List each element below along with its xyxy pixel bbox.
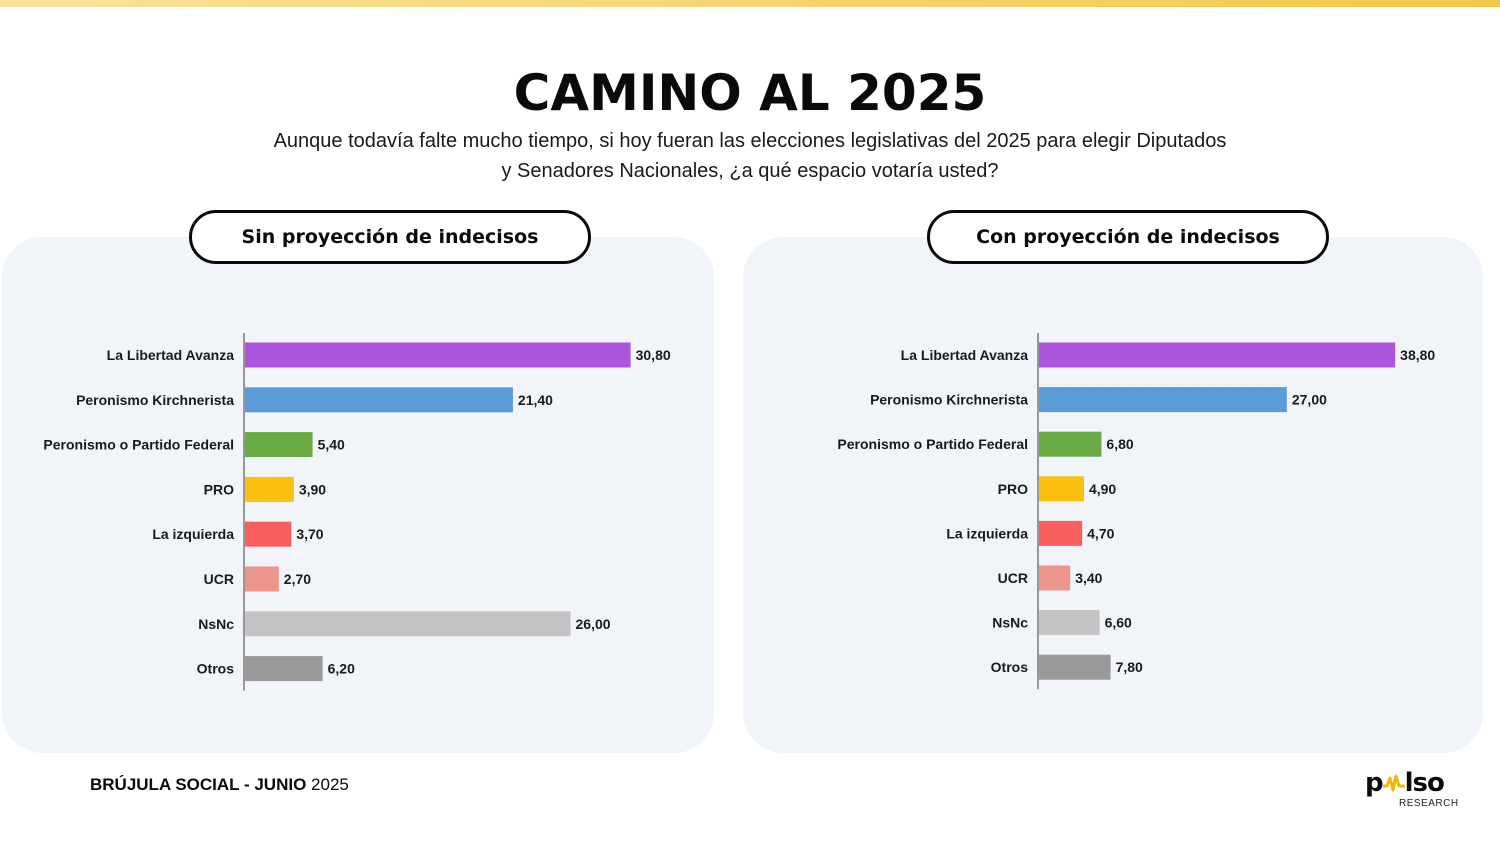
category-label: NsNc: [198, 616, 234, 632]
category-label: PRO: [204, 481, 234, 497]
bar: [245, 432, 313, 458]
bar: [1039, 610, 1100, 636]
footer-source: BRÚJULA SOCIAL - JUNIO 2025: [90, 775, 349, 795]
data-label: 4,90: [1089, 481, 1116, 497]
data-label: 6,60: [1105, 615, 1132, 631]
bar: [245, 611, 571, 637]
data-label: 30,80: [636, 347, 671, 363]
data-label: 2,70: [284, 571, 311, 587]
data-label: 7,80: [1116, 659, 1143, 675]
category-label: UCR: [204, 571, 234, 587]
category-label: Peronismo o Partido Federal: [837, 436, 1028, 452]
category-label: Peronismo o Partido Federal: [43, 437, 234, 453]
category-label: La izquierda: [152, 526, 234, 542]
logo-subtitle: RESEARCH: [1399, 798, 1459, 809]
data-label: 3,70: [296, 526, 323, 542]
bar: [1039, 387, 1287, 413]
bar: [1039, 431, 1102, 457]
logo-wordmark: p lso: [1365, 768, 1445, 798]
category-label: Otros: [197, 661, 235, 677]
category-label: PRO: [998, 481, 1028, 497]
subtitle-line-2: y Senadores Nacionales, ¿a qué espacio v…: [501, 160, 999, 182]
data-label: 3,90: [299, 481, 326, 497]
data-label: 6,20: [328, 661, 355, 677]
bar: [1039, 565, 1071, 591]
category-label: La izquierda: [946, 525, 1028, 541]
data-label: 21,40: [518, 392, 553, 408]
bar: [245, 476, 294, 502]
category-label: Peronismo Kirchnerista: [76, 392, 234, 408]
chart-title-right: Con proyección de indecisos: [927, 210, 1329, 264]
bar: [245, 342, 631, 368]
bar: [245, 566, 279, 592]
category-label: La Libertad Avanza: [901, 347, 1029, 363]
data-label: 4,70: [1087, 525, 1114, 541]
bar: [1039, 476, 1084, 502]
data-label: 5,40: [318, 437, 345, 453]
bar: [245, 521, 292, 547]
bar-chart-left: La Libertad Avanza 30,80 Peronismo Kirchne…: [43, 333, 671, 691]
bar: [1039, 654, 1111, 680]
category-label: Peronismo Kirchnerista: [870, 392, 1028, 408]
chart-title-left: Sin proyección de indecisos: [189, 210, 591, 264]
footer-source-year: 2025: [311, 775, 349, 794]
category-label: NsNc: [992, 615, 1028, 631]
page-subtitle: Aunque todavía falte mucho tiempo, si ho…: [150, 126, 1350, 186]
logo-text-start: p: [1365, 768, 1384, 798]
bar: [245, 656, 323, 682]
data-label: 27,00: [1292, 392, 1327, 408]
top-accent-stripe: [0, 0, 1500, 7]
category-label: UCR: [998, 570, 1028, 586]
data-label: 26,00: [576, 616, 611, 632]
data-label: 3,40: [1075, 570, 1102, 586]
chart-panel-right: [743, 237, 1483, 753]
category-label: Otros: [991, 659, 1029, 675]
pulso-logo: p lso RESEARCH: [1365, 768, 1465, 812]
subtitle-line-1: Aunque todavía falte mucho tiempo, si ho…: [273, 130, 1227, 152]
bar: [245, 387, 513, 413]
logo-pulse-icon: [1382, 774, 1405, 792]
bar: [1039, 520, 1083, 546]
page-title: CAMINO AL 2025: [513, 64, 987, 122]
chart-panel-left: [2, 237, 714, 753]
data-label: 38,80: [1400, 347, 1435, 363]
bar: [1039, 342, 1396, 368]
logo-text-end: lso: [1404, 768, 1445, 798]
data-label: 6,80: [1106, 436, 1133, 452]
category-label: La Libertad Avanza: [107, 347, 235, 363]
bar-chart-right: La Libertad Avanza 38,80 Peronismo Kirchne…: [837, 333, 1435, 690]
footer-source-bold: BRÚJULA SOCIAL - JUNIO: [90, 775, 307, 794]
